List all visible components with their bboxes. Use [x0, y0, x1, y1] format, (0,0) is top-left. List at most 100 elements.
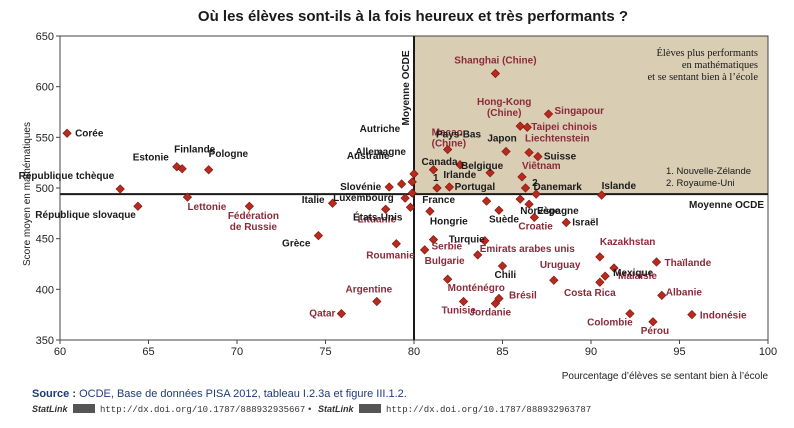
label-etats-unis: États-Unis	[353, 210, 403, 223]
statlink-url-2[interactable]: http://dx.doi.org/10.1787/888932963787	[386, 405, 591, 415]
label-portugal: Portugal	[455, 182, 496, 193]
label-argentine: Argentine	[345, 284, 392, 295]
point-indonesie	[687, 310, 697, 320]
point-1	[432, 183, 442, 193]
footnote-2: 2. Royaume-Uni	[666, 178, 735, 189]
x-tick-label: 100	[759, 346, 777, 358]
label-singapour: Singapour	[555, 106, 605, 117]
point-coree	[62, 128, 72, 138]
y-axis: 350 400 450 500 550 600 650	[36, 31, 60, 347]
top-right-quadrant	[414, 36, 768, 195]
label-republique-tcheque: République tchèque	[19, 171, 115, 182]
point-norvege	[515, 194, 525, 204]
label-pologne: Pologne	[209, 149, 249, 160]
label-indonesie: Indonésie	[700, 311, 747, 322]
point-tunisie	[458, 296, 469, 307]
point-singapour	[543, 109, 554, 119]
point-autriche	[407, 177, 417, 187]
data-points	[62, 68, 697, 327]
point-qatar	[336, 309, 347, 319]
point-thailande	[651, 257, 662, 267]
label-belgique: Belgique	[461, 161, 504, 172]
label-federation-de-russie: Fédération de Russie	[228, 211, 279, 233]
x-tick-label: 75	[319, 346, 331, 358]
statlink-url-1[interactable]: http://dx.doi.org/10.1787/888932935667	[100, 405, 305, 415]
y-tick-label: 350	[36, 335, 54, 347]
label-shanghai-chine: Shanghai (Chine)	[454, 55, 536, 66]
label-slovenie: Slovénie	[340, 182, 382, 193]
point-emirats-arabes-unis	[473, 250, 483, 260]
point-france	[407, 188, 417, 198]
label-uruguay: Uruguay	[540, 260, 581, 271]
point-belgique	[485, 168, 495, 178]
point-vietnam	[517, 172, 527, 182]
y-tick-label: 650	[36, 31, 54, 43]
oecd-y-label: Moyenne OCDE	[689, 200, 764, 211]
x-tick-label: 95	[673, 346, 685, 358]
label-hongrie: Hongrie	[430, 216, 468, 227]
point-pologne	[204, 165, 214, 175]
point-perou	[648, 317, 658, 327]
label-italie: Italie	[302, 195, 325, 206]
label-malaisie: Malaisie	[618, 271, 657, 282]
point-allemagne	[409, 169, 419, 179]
label-jordanie: Jordanie	[469, 308, 511, 319]
label-mexique: Mexique	[613, 268, 653, 279]
label-irlande: Irlande	[443, 170, 476, 181]
label-autriche: Autriche	[360, 124, 401, 135]
source-line: Source : OCDE, Base de données PISA 2012…	[32, 388, 407, 400]
label-1: 1	[433, 173, 439, 184]
point-roumanie	[391, 239, 401, 249]
label-canada: Canada	[421, 157, 458, 168]
point-slovenie	[384, 182, 394, 192]
point-italie	[327, 198, 338, 208]
label-roumanie: Roumanie	[366, 251, 415, 262]
point-republique-slovaque	[133, 201, 143, 211]
point-uruguay	[549, 275, 559, 285]
statlink-separator: •	[307, 405, 312, 415]
point-turquie	[480, 236, 490, 246]
quadrant-note: Élèves plus performants en mathématiques…	[648, 47, 759, 83]
label-emirats-arabes-unis: Émirats arabes unis	[480, 242, 575, 255]
label-allemagne: Allemagne	[355, 147, 406, 158]
point-grece	[313, 231, 324, 241]
label-lettonie: Lettonie	[187, 202, 226, 213]
y-tick-label: 600	[36, 82, 54, 94]
point-israel	[561, 217, 571, 228]
point-portugal	[481, 196, 492, 206]
label-qatar: Qatar	[309, 309, 335, 320]
label-costa-rica: Costa Rica	[564, 288, 616, 299]
label-chili: Chili	[495, 270, 517, 281]
label-norvege: Norvège	[520, 206, 560, 217]
y-tick-label: 450	[36, 234, 54, 246]
point-shanghai-chine	[490, 68, 501, 79]
x-tick-label: 70	[231, 346, 243, 358]
point-argentine	[372, 296, 382, 307]
point-taipei-chinois	[522, 122, 532, 132]
point-danemark	[520, 183, 531, 193]
label-hong-kong-chine: Hong-Kong (Chine)	[477, 97, 531, 119]
point-espagne	[524, 199, 534, 209]
point-republique-tcheque	[115, 184, 125, 194]
point-lituanie	[381, 204, 391, 214]
label-kazakhstan: Kazakhstan	[600, 237, 656, 248]
quadrant-note-line-3: et se sentant bien à l’école	[648, 72, 759, 83]
label-republique-slovaque: République slovaque	[35, 210, 136, 221]
label-finlande: Finlande	[174, 145, 216, 156]
label-suede: Suède	[489, 214, 519, 225]
point-finlande	[177, 164, 187, 174]
point-etats-unis	[405, 202, 416, 212]
label-lituanie: Lituanie	[358, 214, 397, 225]
label-macao-chine: Macao (Chine)	[432, 127, 466, 149]
label-tunisie: Tunisie	[442, 305, 477, 316]
label-montenegro: Monténégro	[448, 283, 505, 294]
label-grece: Grèce	[282, 239, 311, 250]
point-hong-kong-chine	[515, 121, 525, 131]
footnote-1: 1. Nouvelle-Zélande	[666, 166, 751, 177]
statlink-logo-2	[359, 404, 381, 413]
statlink-line: StatLink http://dx.doi.org/10.1787/88893…	[32, 404, 591, 415]
label-albanie: Albanie	[666, 287, 703, 298]
label-thailande: Thaïlande	[664, 258, 711, 269]
label-vietnam: Viêtnam	[522, 161, 561, 172]
